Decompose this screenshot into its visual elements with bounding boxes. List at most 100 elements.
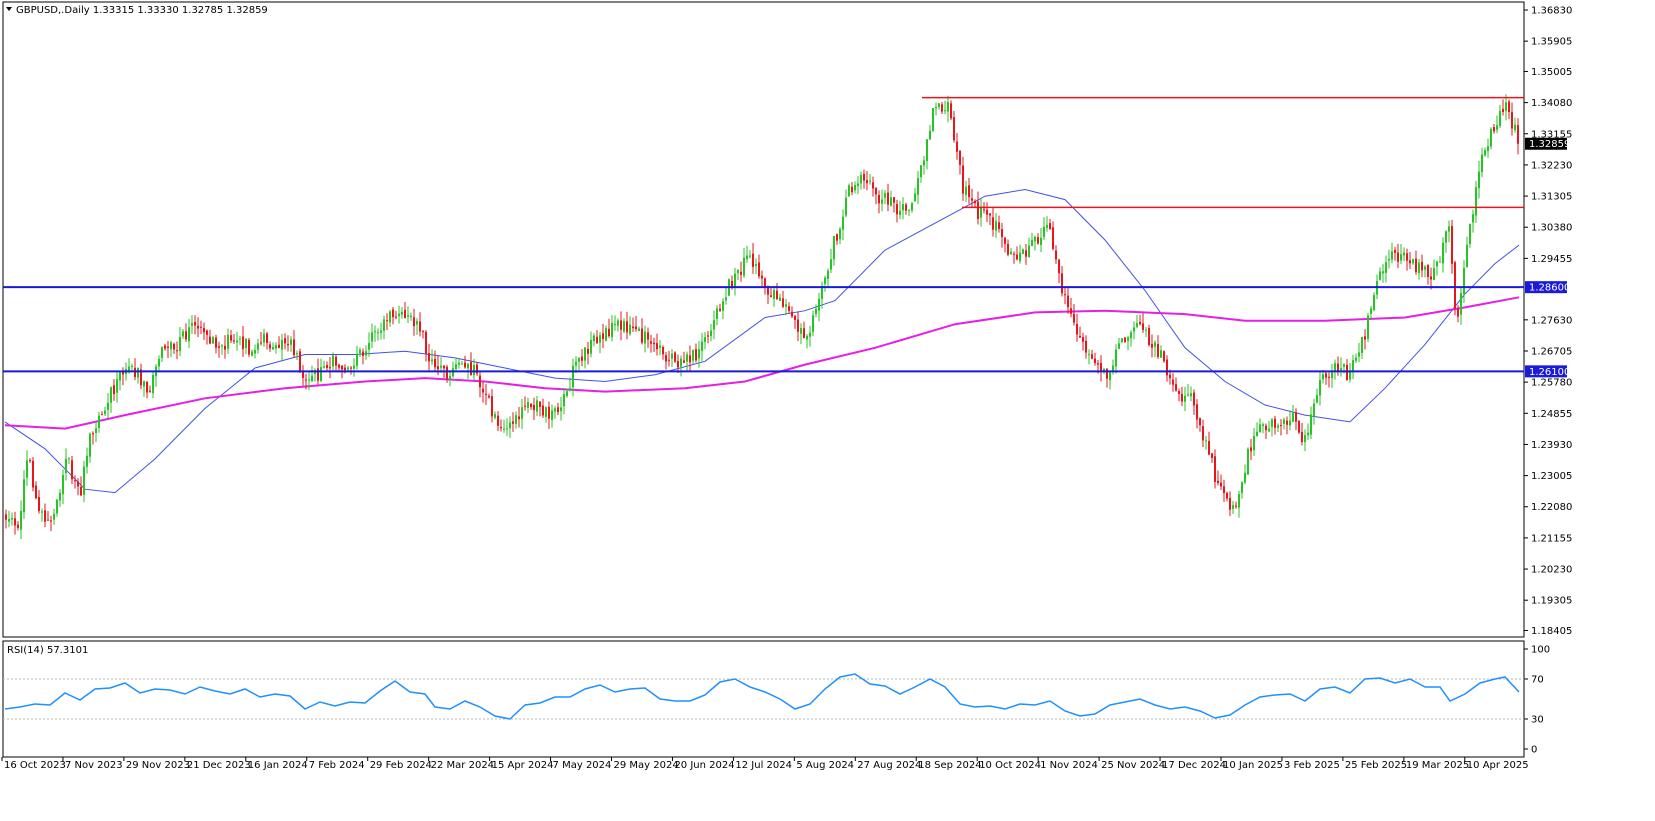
y-tick-label: 1.21155 bbox=[1531, 533, 1572, 544]
candle-bear bbox=[1151, 343, 1153, 348]
candle-bear bbox=[974, 201, 976, 204]
candle-bear bbox=[200, 326, 202, 328]
candle-bear bbox=[1328, 376, 1330, 378]
candle-bear bbox=[1142, 323, 1144, 330]
candle-bear bbox=[1076, 323, 1078, 335]
y-tick-label: 1.30380 bbox=[1531, 223, 1572, 234]
candle-bull bbox=[275, 345, 277, 349]
candle-bull bbox=[1319, 379, 1321, 396]
y-tick-label: 1.24855 bbox=[1531, 409, 1572, 420]
candle-bull bbox=[239, 338, 241, 340]
candle-bull bbox=[1292, 412, 1294, 422]
x-tick-label: 29 May 2024 bbox=[614, 760, 679, 771]
candle-bear bbox=[302, 371, 304, 378]
candle-bear bbox=[197, 325, 199, 329]
candle-bear bbox=[641, 328, 643, 343]
candle-bear bbox=[266, 333, 268, 343]
candle-bull bbox=[1046, 224, 1048, 228]
candle-bull bbox=[593, 335, 595, 342]
candle-bear bbox=[548, 406, 550, 419]
candle-bull bbox=[1022, 249, 1024, 255]
candle-bull bbox=[926, 139, 928, 162]
candle-bull bbox=[1289, 420, 1291, 426]
candle-bear bbox=[1217, 480, 1219, 483]
candle-bear bbox=[260, 342, 262, 344]
candle-bear bbox=[1013, 253, 1015, 255]
candle-bear bbox=[719, 308, 721, 311]
candle-bull bbox=[62, 474, 64, 495]
candle-bull bbox=[1403, 252, 1405, 256]
candle-bull bbox=[1322, 374, 1324, 380]
candle-bear bbox=[1169, 374, 1171, 379]
candle-bear bbox=[185, 331, 187, 340]
candle-bull bbox=[83, 466, 85, 495]
candle-bull bbox=[1370, 308, 1372, 314]
candle-bear bbox=[851, 186, 853, 193]
candle-bear bbox=[326, 364, 328, 368]
candle-bull bbox=[53, 513, 55, 520]
y-tick-label: 1.34080 bbox=[1531, 98, 1572, 109]
candle-bear bbox=[284, 338, 286, 344]
candle-bear bbox=[1394, 250, 1396, 253]
x-tick-label: 21 Dec 2023 bbox=[187, 760, 251, 771]
candle-bull bbox=[629, 324, 631, 335]
candle-bull bbox=[563, 394, 565, 407]
candle-bull bbox=[551, 410, 553, 420]
candle-bear bbox=[620, 320, 622, 330]
candle-bear bbox=[587, 348, 589, 354]
candle-bull bbox=[1400, 254, 1402, 261]
menu-triangle-icon[interactable] bbox=[6, 7, 12, 11]
level-label: 1.28600 bbox=[1529, 283, 1570, 294]
candle-bull bbox=[56, 499, 58, 514]
candle-bull bbox=[1121, 338, 1123, 342]
candle-bear bbox=[635, 326, 637, 330]
candle-bull bbox=[11, 517, 13, 520]
candle-bear bbox=[470, 362, 472, 376]
candle-bull bbox=[1439, 261, 1441, 263]
candle-bear bbox=[233, 340, 235, 342]
candle-bull bbox=[383, 319, 385, 331]
candle-bear bbox=[1106, 368, 1108, 379]
candle-bear bbox=[338, 364, 340, 368]
candle-bear bbox=[707, 335, 709, 337]
candle-bear bbox=[464, 362, 466, 368]
candle-bear bbox=[656, 343, 658, 350]
candle-bull bbox=[188, 327, 190, 342]
y-tick-label: 1.19305 bbox=[1531, 596, 1572, 607]
candle-bull bbox=[938, 103, 940, 108]
candle-bear bbox=[293, 339, 295, 356]
candle-bear bbox=[1166, 359, 1168, 376]
candle-bull bbox=[440, 365, 442, 368]
candle-bull bbox=[1505, 102, 1507, 111]
candle-bear bbox=[608, 328, 610, 337]
candle-bear bbox=[305, 379, 307, 381]
candle-bear bbox=[1208, 441, 1210, 455]
candle-bull bbox=[161, 347, 163, 358]
candle-bull bbox=[131, 365, 133, 367]
candle-bear bbox=[1421, 261, 1423, 271]
candle-bear bbox=[341, 365, 343, 370]
candle-bull bbox=[599, 335, 601, 343]
candle-bull bbox=[353, 365, 355, 369]
ma-long-line bbox=[4, 296, 1520, 430]
candle-bull bbox=[98, 415, 100, 428]
candle-bull bbox=[89, 433, 91, 457]
y-tick-label: 1.23930 bbox=[1531, 440, 1572, 451]
candle-bull bbox=[41, 511, 43, 513]
candle-bull bbox=[995, 221, 997, 231]
candle-bull bbox=[1334, 363, 1336, 371]
candle-bear bbox=[1250, 447, 1252, 452]
candle-bull bbox=[779, 297, 781, 301]
candle-bull bbox=[617, 320, 619, 326]
candle-bear bbox=[1226, 492, 1228, 499]
candle-bear bbox=[1202, 426, 1204, 441]
candle-bear bbox=[1079, 335, 1081, 338]
candle-bull bbox=[515, 415, 517, 424]
candle-bull bbox=[296, 353, 298, 355]
candle-bull bbox=[1112, 365, 1114, 371]
candle-bull bbox=[611, 323, 613, 338]
candle-bear bbox=[683, 360, 685, 363]
candle-bull bbox=[359, 349, 361, 354]
rsi-tick-label: 0 bbox=[1531, 745, 1537, 756]
